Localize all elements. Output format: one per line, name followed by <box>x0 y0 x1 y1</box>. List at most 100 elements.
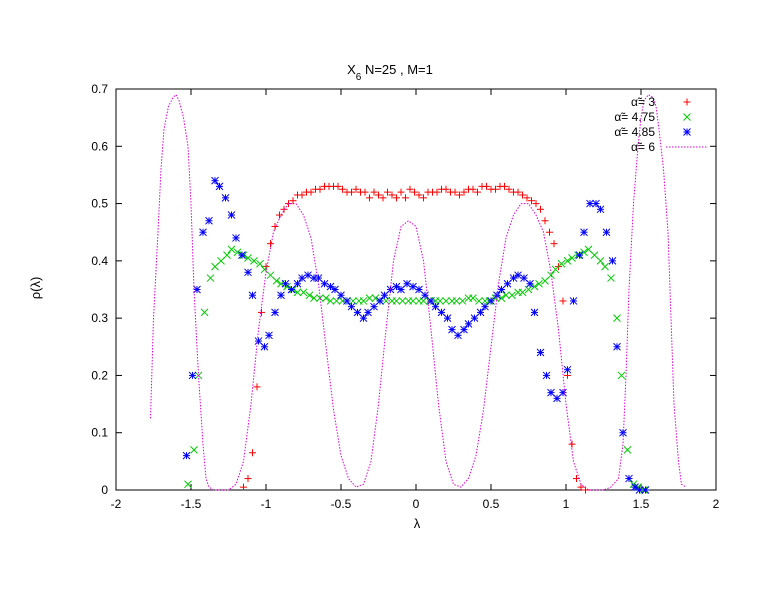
data-point <box>563 257 572 265</box>
x-tick-label: -0.5 <box>331 497 352 511</box>
data-point <box>217 257 225 265</box>
data-point <box>277 291 285 300</box>
data-point <box>559 297 567 305</box>
data-point <box>260 342 269 351</box>
data-point <box>280 205 288 213</box>
data-point <box>238 251 246 259</box>
data-point <box>547 271 555 280</box>
chart-title: X6 N=25 , M=1 <box>347 62 433 83</box>
y-tick-label: 0.6 <box>91 139 108 153</box>
data-point <box>233 248 242 257</box>
data-point <box>537 205 544 213</box>
data-point <box>528 197 535 205</box>
data-point <box>557 259 566 268</box>
data-point <box>546 228 553 236</box>
data-point <box>492 185 499 193</box>
data-point <box>276 211 283 219</box>
data-point <box>519 191 526 199</box>
data-point <box>382 297 390 305</box>
data-point <box>254 337 263 345</box>
chart-title-rest: N=25 , M=1 <box>361 62 433 77</box>
data-point <box>448 325 456 334</box>
data-point <box>200 308 209 317</box>
legend-label-series-1: α̃= 3 <box>631 95 655 109</box>
legend: α̃= 3 α̃= 4.75 α̃= 4.85 α̃= 6 <box>614 95 708 154</box>
data-point <box>530 282 539 291</box>
data-point <box>316 185 324 193</box>
data-point <box>184 480 192 489</box>
data-point <box>532 200 540 208</box>
data-point <box>454 331 462 340</box>
data-point <box>250 257 258 265</box>
data-point <box>469 294 477 302</box>
data-point <box>451 188 459 196</box>
data-point <box>375 191 382 199</box>
data-point <box>326 297 335 305</box>
data-point <box>289 197 297 205</box>
data-point <box>419 297 428 305</box>
data-point <box>503 279 512 288</box>
data-point <box>332 297 341 305</box>
data-point <box>596 257 605 265</box>
data-point <box>223 251 231 259</box>
y-tick-label: 0.7 <box>91 82 108 96</box>
data-point <box>304 271 312 280</box>
data-point <box>577 483 585 491</box>
data-point <box>411 188 418 196</box>
data-point <box>193 285 201 294</box>
data-point <box>403 279 411 288</box>
data-point <box>211 176 219 185</box>
data-point <box>379 194 387 202</box>
data-point <box>619 428 627 437</box>
data-point <box>602 228 611 237</box>
data-point <box>607 274 615 282</box>
y-tick-label: 0.3 <box>91 311 108 325</box>
data-point <box>298 191 306 199</box>
data-point <box>487 297 495 305</box>
chart-title-main: X <box>347 62 356 77</box>
data-point <box>514 271 522 280</box>
data-point <box>370 188 378 196</box>
data-point <box>337 291 345 300</box>
data-point <box>265 331 273 340</box>
data-point <box>262 263 270 271</box>
data-point <box>331 285 339 294</box>
data-point <box>227 245 236 254</box>
data-point <box>580 248 588 257</box>
x-tick-label: 2 <box>713 497 720 511</box>
data-point <box>353 308 362 317</box>
data-point <box>460 188 468 196</box>
data-point <box>568 254 576 262</box>
data-point <box>415 191 423 199</box>
data-point <box>623 446 632 454</box>
data-point <box>617 371 626 380</box>
data-point <box>542 371 551 380</box>
data-point <box>188 371 197 380</box>
data-point <box>244 268 252 277</box>
data-point <box>305 291 314 300</box>
data-point <box>596 205 605 214</box>
data-point <box>431 302 440 311</box>
data-point <box>248 291 257 300</box>
x-tick-label: -1.5 <box>181 497 202 511</box>
data-point <box>402 194 409 202</box>
legend-sample-marker <box>683 113 691 121</box>
legend-samples <box>666 98 708 148</box>
data-point <box>535 279 543 288</box>
data-point <box>635 486 644 494</box>
data-point <box>469 185 477 193</box>
data-point <box>550 240 558 248</box>
data-point <box>199 228 207 237</box>
legend-label-series-2: α̃= 4.75 <box>614 110 655 124</box>
data-point <box>641 486 650 494</box>
data-point <box>497 294 506 302</box>
data-point <box>366 194 373 202</box>
data-point <box>343 297 351 305</box>
data-point <box>502 291 510 300</box>
data-point <box>420 194 427 202</box>
data-point <box>442 185 450 193</box>
data-point <box>221 193 230 202</box>
data-point <box>371 294 380 302</box>
data-point <box>266 271 275 280</box>
series-1 <box>240 182 589 494</box>
